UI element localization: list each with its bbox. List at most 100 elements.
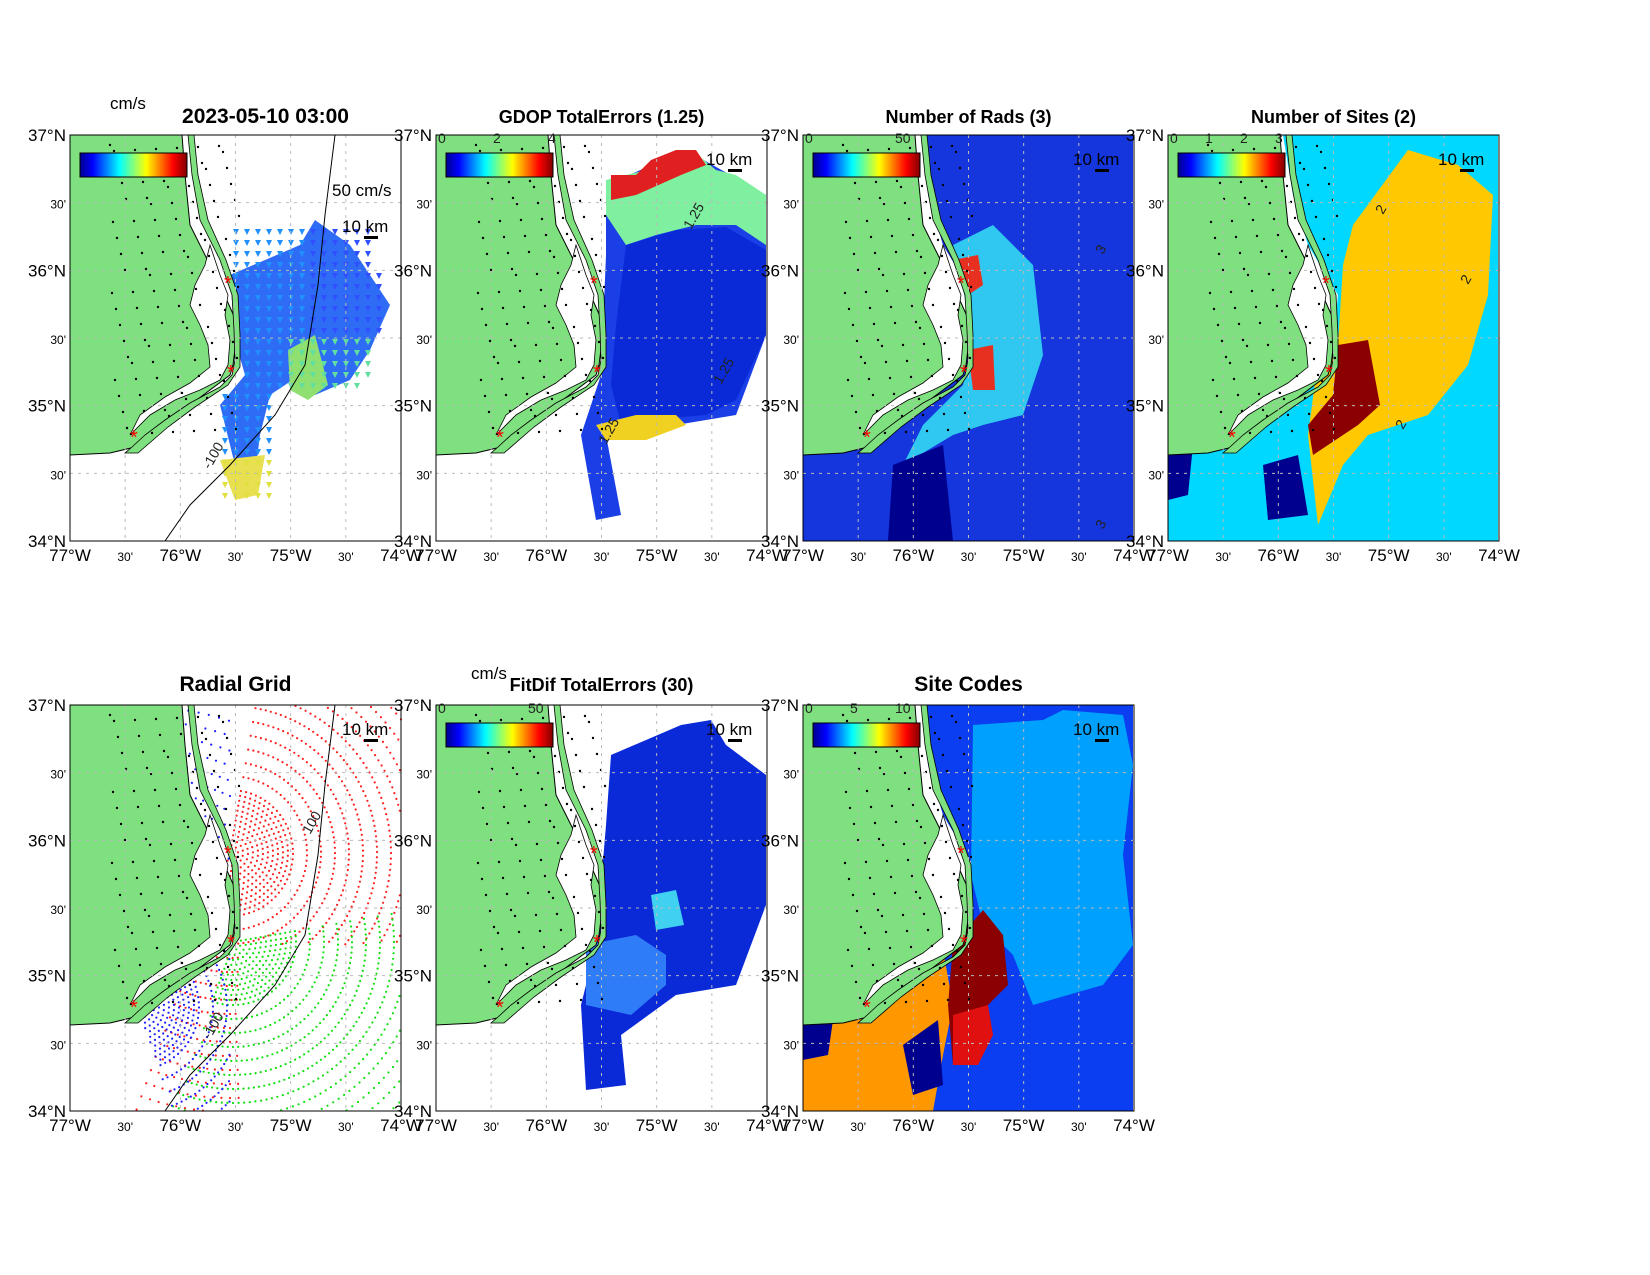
coast-detail-dot <box>168 913 172 917</box>
coast-detail-dot <box>111 220 115 224</box>
radial-grid-point <box>269 710 272 713</box>
radial-grid-point <box>278 983 281 986</box>
coast-detail-dot <box>593 894 597 898</box>
coast-detail-dot <box>134 377 138 381</box>
radial-grid-point <box>228 958 231 961</box>
coast-detail-dot <box>1278 391 1282 395</box>
coast-detail-dot <box>1298 161 1302 165</box>
coast-detail-dot <box>513 914 517 918</box>
coast-detail-dot <box>515 202 519 206</box>
radial-grid-point <box>135 1108 138 1111</box>
radial-grid-point <box>202 1066 205 1069</box>
radial-grid-point <box>264 866 267 869</box>
coast-detail-dot <box>234 997 238 1001</box>
radial-grid-point <box>265 959 268 962</box>
radial-grid-point <box>347 842 350 845</box>
radial-grid-point <box>266 889 269 892</box>
radial-grid-point <box>228 1096 232 1100</box>
radial-grid-point <box>272 932 275 935</box>
panel-title: GDOP TotalErrors (1.25) <box>499 107 704 127</box>
coast-detail-dot <box>227 324 231 328</box>
coast-detail-dot <box>138 393 142 397</box>
coast-detail-dot <box>510 837 514 841</box>
radial-grid-point <box>238 983 242 986</box>
coast-detail-dot <box>961 253 965 257</box>
radial-grid-point <box>169 1016 172 1019</box>
coast-detail-dot <box>961 823 965 827</box>
radial-grid-point <box>264 935 267 938</box>
radial-grid-point <box>398 995 401 998</box>
radial-grid-point <box>259 1099 263 1102</box>
coast-detail-dot <box>927 287 931 291</box>
radial-grid-point <box>276 858 279 861</box>
radial-grid-point <box>299 707 302 710</box>
radial-grid-point <box>322 1018 325 1021</box>
coast-detail-dot <box>562 145 566 149</box>
radial-grid-point <box>257 807 260 810</box>
radial-grid-point <box>259 821 262 824</box>
coast-detail-dot <box>542 375 546 379</box>
coast-detail-dot <box>110 861 114 865</box>
coast-detail-dot <box>1295 374 1299 378</box>
radial-grid-point <box>243 908 246 911</box>
coast-detail-dot <box>213 998 217 1002</box>
velocity-vector <box>266 328 272 334</box>
velocity-vector <box>343 251 349 257</box>
radial-grid-point <box>355 752 358 755</box>
coast-detail-dot <box>548 819 552 823</box>
radial-grid-point <box>350 935 353 938</box>
velocity-vector <box>255 273 261 279</box>
radial-grid-point <box>284 746 287 749</box>
radial-grid-point <box>315 1061 318 1064</box>
radial-grid-point <box>279 744 282 747</box>
radial-grid-point <box>207 979 210 982</box>
radial-grid-point <box>296 814 299 817</box>
coast-detail-dot <box>115 806 119 810</box>
coast-detail-dot <box>555 342 559 346</box>
coast-detail-dot <box>1310 199 1314 203</box>
radial-grid-point <box>252 829 255 832</box>
radial-grid-point <box>292 916 296 919</box>
coast-detail-dot <box>145 766 149 770</box>
radial-grid-point <box>351 999 354 1002</box>
radial-grid-point <box>336 954 339 957</box>
coast-detail-dot <box>866 148 870 152</box>
radial-grid-point <box>161 1014 164 1017</box>
radial-grid-point <box>337 928 340 931</box>
coast-detail-dot <box>173 858 177 862</box>
radial-grid-point <box>364 933 367 936</box>
coast-detail-dot <box>172 359 176 363</box>
radial-grid-point <box>373 824 376 827</box>
coast-detail-dot <box>555 912 559 916</box>
coast-detail-dot <box>595 182 599 186</box>
radial-grid-point <box>392 952 395 955</box>
coast-detail-dot <box>597 910 601 914</box>
lon-tick-label: 30' <box>704 1120 720 1134</box>
radial-grid-point <box>185 1034 188 1037</box>
radial-grid-point <box>249 797 252 800</box>
coast-detail-dot <box>206 895 210 899</box>
coast-detail-dot <box>1220 339 1224 343</box>
radial-grid-point <box>333 857 336 860</box>
radial-grid-point <box>285 940 289 943</box>
coast-detail-dot <box>593 324 597 328</box>
radial-grid-point <box>289 717 292 721</box>
radial-grid-point <box>301 757 304 760</box>
data-region <box>586 935 666 1015</box>
radial-grid-point <box>174 1033 177 1036</box>
radial-grid-point <box>218 1030 221 1033</box>
radial-grid-point <box>164 1061 167 1064</box>
radial-grid-point <box>357 885 360 888</box>
coast-detail-dot <box>1215 394 1219 398</box>
coast-detail-dot <box>523 804 527 808</box>
radial-grid-point <box>253 864 256 867</box>
radial-grid-point <box>242 881 245 885</box>
radial-grid-point <box>187 1095 190 1098</box>
coast-detail-dot <box>850 964 854 968</box>
lat-tick-label: 37°N <box>394 126 432 145</box>
radial-grid-point <box>217 1012 220 1015</box>
coast-detail-dot <box>1213 236 1217 240</box>
velocity-vector <box>255 306 261 312</box>
coast-detail-dot <box>156 305 160 309</box>
velocity-vector <box>255 240 261 246</box>
